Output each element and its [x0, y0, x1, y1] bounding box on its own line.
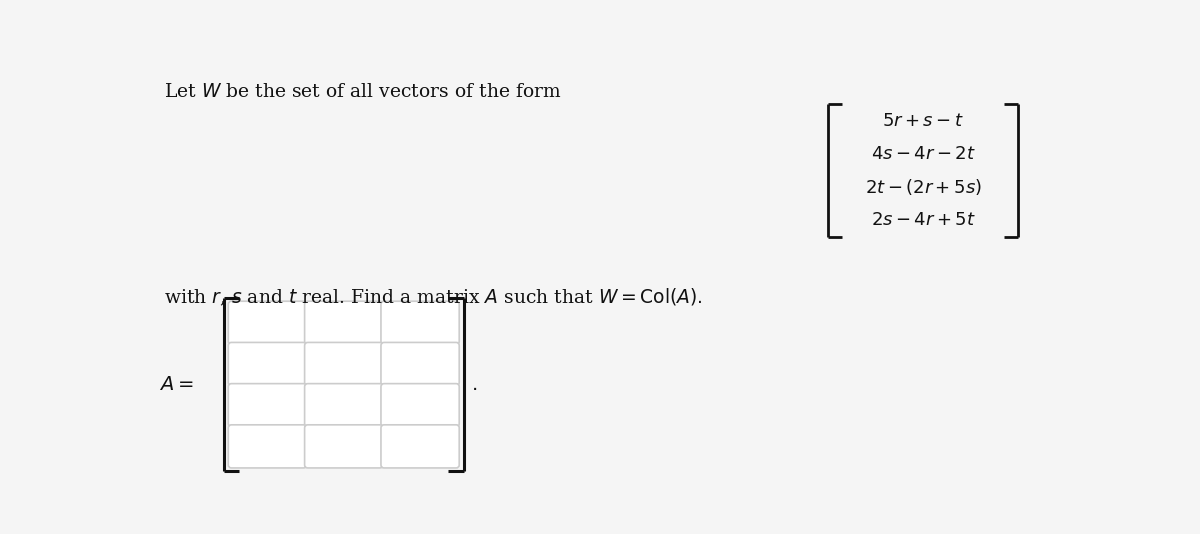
Text: $2t - (2r + 5s)$: $2t - (2r + 5s)$ [865, 177, 982, 197]
Text: $4s - 4r - 2t$: $4s - 4r - 2t$ [870, 145, 976, 163]
Text: $5r + s - t$: $5r + s - t$ [882, 112, 964, 130]
FancyBboxPatch shape [228, 301, 306, 344]
Text: $A =$: $A =$ [160, 375, 194, 394]
FancyBboxPatch shape [380, 383, 460, 427]
FancyBboxPatch shape [305, 383, 383, 427]
FancyBboxPatch shape [228, 383, 306, 427]
FancyBboxPatch shape [305, 342, 383, 386]
FancyBboxPatch shape [380, 342, 460, 386]
Text: $2s - 4r + 5t$: $2s - 4r + 5t$ [870, 211, 976, 229]
FancyBboxPatch shape [228, 342, 306, 386]
Text: with $r$, $s$ and $t$ real. Find a matrix $A$ such that $W = \mathrm{Col}(A).$: with $r$, $s$ and $t$ real. Find a matri… [164, 287, 703, 308]
Text: Let $W$ be the set of all vectors of the form: Let $W$ be the set of all vectors of the… [164, 83, 562, 100]
FancyBboxPatch shape [228, 425, 306, 468]
FancyBboxPatch shape [380, 301, 460, 344]
FancyBboxPatch shape [305, 301, 383, 344]
FancyBboxPatch shape [380, 425, 460, 468]
Text: .: . [472, 375, 478, 394]
FancyBboxPatch shape [305, 425, 383, 468]
